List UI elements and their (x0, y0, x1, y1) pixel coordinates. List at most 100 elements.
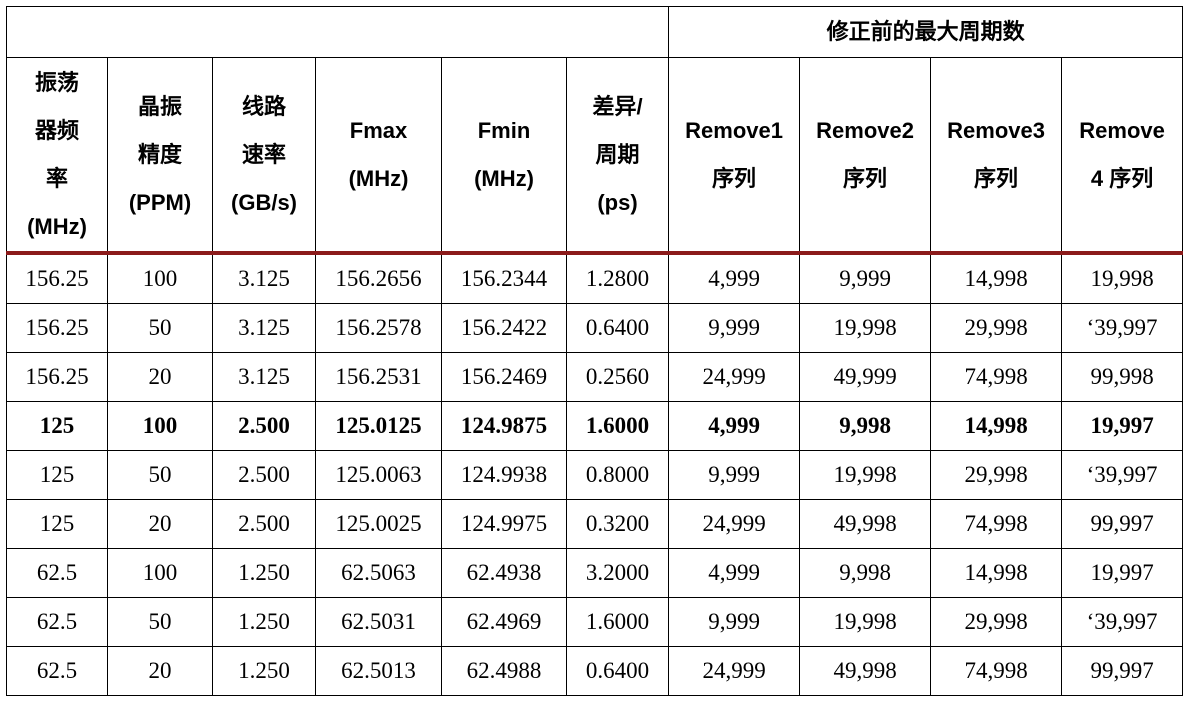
table-cell: 1.6000 (565, 597, 670, 647)
table-cell: 19,998 (1061, 252, 1184, 304)
table-cell: 19,998 (799, 303, 932, 353)
table-cell: 2.500 (212, 499, 316, 549)
column-header-row: 振荡 器频 率 (MHz) 晶振 精度 (PPM) 线路 速率 (GB/s) F… (6, 57, 1184, 255)
col-header-remove3: Remove3 序列 (930, 57, 1063, 255)
table-cell: 19,997 (1061, 548, 1184, 598)
table-cell: 156.25 (6, 352, 108, 402)
col-header-fmin: Fmin (MHz) (441, 57, 567, 255)
table-cell: 2.500 (212, 450, 316, 500)
table-cell: 49,998 (799, 499, 932, 549)
table-cell: 3.125 (212, 352, 316, 402)
table-cell: 100 (107, 548, 213, 598)
col-header-remove4: Remove 4 序列 (1061, 57, 1184, 255)
table-cell: 156.25 (6, 252, 108, 304)
table-cell: 9,998 (799, 548, 932, 598)
table-cell: 24,999 (668, 352, 801, 402)
table-cell: 0.3200 (565, 499, 670, 549)
col-header-diff-period: 差异/ 周期 (ps) (565, 57, 670, 255)
table-cell: 29,998 (930, 450, 1063, 500)
table-cell: 9,999 (668, 303, 801, 353)
table-cell: 2.500 (212, 401, 316, 451)
table-cell: 62.5063 (315, 548, 442, 598)
table-cell: 0.2560 (565, 352, 670, 402)
table-cell: 9,999 (668, 597, 801, 647)
table-row: 156.25 20 3.125 156.2531 156.2469 0.2560 24,99… (6, 352, 1184, 402)
col-header-crystal-ppm: 晶振 精度 (PPM) (107, 57, 213, 255)
col-header-fmax: Fmax (MHz) (315, 57, 442, 255)
table-cell: 74,998 (930, 352, 1063, 402)
table-cell: 1.2800 (565, 252, 670, 304)
col-header-remove1: Remove1 序列 (668, 57, 801, 255)
table-row: 156.25 50 3.125 156.2578 156.2422 0.6400 9,999… (6, 303, 1184, 353)
table-cell: 99,997 (1061, 646, 1184, 696)
table-cell: 24,999 (668, 646, 801, 696)
table-cell: 62.5 (6, 597, 108, 647)
table-cell: 125.0025 (315, 499, 442, 549)
table-cell: 125 (6, 499, 108, 549)
table-cell: 20 (107, 499, 213, 549)
table-cell: 24,999 (668, 499, 801, 549)
table-cell: 125.0063 (315, 450, 442, 500)
table-cell: 156.2656 (315, 252, 442, 304)
table-cell: 124.9975 (441, 499, 567, 549)
group-header-blank (5, 6, 670, 58)
table-row: 62.5 20 1.250 62.5013 62.4988 0.6400 24,999 49,… (6, 646, 1184, 696)
table-cell: 62.5 (6, 646, 108, 696)
table-cell: 100 (107, 401, 213, 451)
table-cell: 0.8000 (565, 450, 670, 500)
table-cell: 62.4988 (441, 646, 567, 696)
table-cell: 99,998 (1061, 352, 1184, 402)
table-cell: ‘39,997 (1061, 450, 1184, 500)
table-cell: 19,998 (799, 450, 932, 500)
table-cell: 156.2578 (315, 303, 442, 353)
table-cell: 0.6400 (565, 303, 670, 353)
col-header-osc-freq: 振荡 器频 率 (MHz) (6, 57, 108, 255)
table-cell: 14,998 (930, 401, 1063, 451)
table-cell: 3.125 (212, 252, 316, 304)
table-cell: 4,999 (668, 401, 801, 451)
table-cell: 9,999 (799, 252, 932, 304)
table-cell: 62.5031 (315, 597, 442, 647)
table-row: 62.5 50 1.250 62.5031 62.4969 1.6000 9,999 19,9… (6, 597, 1184, 647)
table-cell: 62.5 (6, 548, 108, 598)
table-cell: 9,999 (668, 450, 801, 500)
table-cell: ‘39,997 (1061, 303, 1184, 353)
group-header-max-cycles: 修正前的最大周期数 (668, 6, 1184, 58)
col-header-remove2: Remove2 序列 (799, 57, 932, 255)
table-cell: 50 (107, 597, 213, 647)
group-header-row: 修正前的最大周期数 (5, 6, 1184, 58)
table-cell: 156.2531 (315, 352, 442, 402)
table-row: 62.5 100 1.250 62.5063 62.4938 3.2000 4,999 9,9… (6, 548, 1184, 598)
table-cell: 4,999 (668, 252, 801, 304)
table-cell: 125 (6, 450, 108, 500)
table-cell: 74,998 (930, 499, 1063, 549)
table-cell: 124.9875 (441, 401, 567, 451)
table-cell: 1.6000 (565, 401, 670, 451)
table-cell: 1.250 (212, 597, 316, 647)
table-cell: 99,997 (1061, 499, 1184, 549)
table-cell: 156.2422 (441, 303, 567, 353)
table-cell: 1.250 (212, 646, 316, 696)
table-cell: 49,999 (799, 352, 932, 402)
table-cell: 62.4969 (441, 597, 567, 647)
table-row: 125 20 2.500 125.0025 124.9975 0.3200 24,999 49… (6, 499, 1184, 549)
table-cell: 14,998 (930, 252, 1063, 304)
table-cell: 156.2469 (441, 352, 567, 402)
table-cell: 62.5013 (315, 646, 442, 696)
table-row: 125 50 2.500 125.0063 124.9938 0.8000 9,999 19,… (6, 450, 1184, 500)
table-cell: 14,998 (930, 548, 1063, 598)
table-cell: 1.250 (212, 548, 316, 598)
table-cell: 124.9938 (441, 450, 567, 500)
table-cell: 100 (107, 252, 213, 304)
table-cell: 3.2000 (565, 548, 670, 598)
table-row: 125 100 2.500 125.0125 124.9875 1.6000 4,999 9,… (6, 401, 1184, 451)
cycle-count-table: 修正前的最大周期数 振荡 器频 率 (MHz) 晶振 精度 (PPM) 线路 速… (5, 6, 1184, 696)
table-cell: 20 (107, 352, 213, 402)
table-cell: 4,999 (668, 548, 801, 598)
table-cell: 3.125 (212, 303, 316, 353)
table-cell: 125 (6, 401, 108, 451)
table-cell: 9,998 (799, 401, 932, 451)
table-row: 156.25 100 3.125 156.2656 156.2344 1.2800 4,99… (6, 252, 1184, 304)
table-cell: ‘39,997 (1061, 597, 1184, 647)
table-cell: 125.0125 (315, 401, 442, 451)
